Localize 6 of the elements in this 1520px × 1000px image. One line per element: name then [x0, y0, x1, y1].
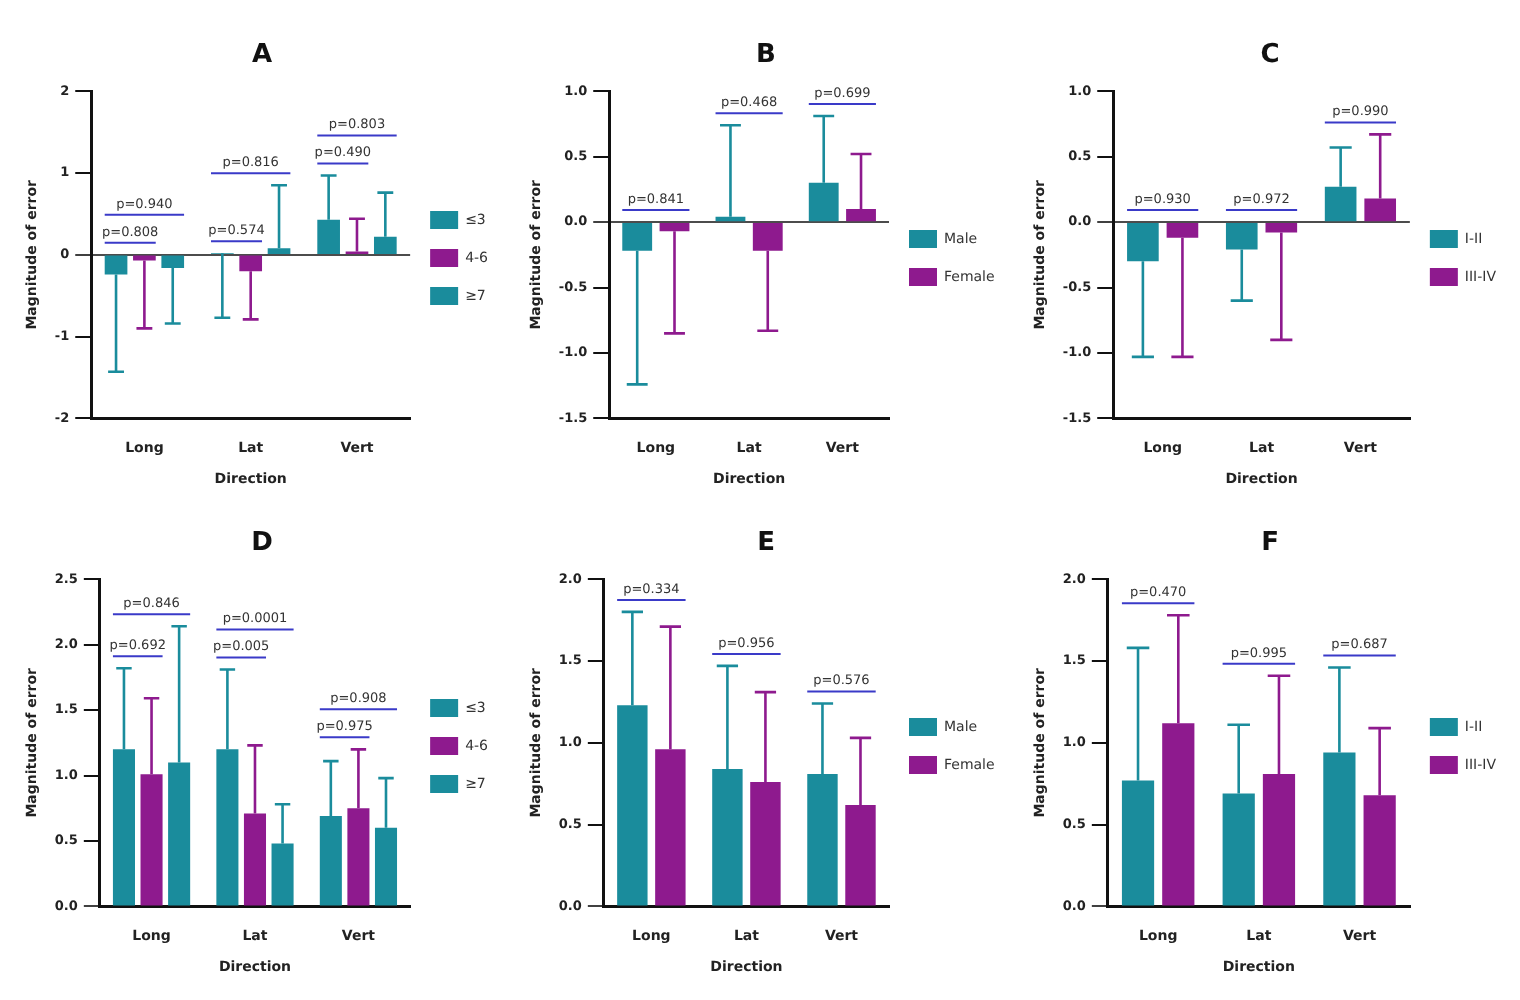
chart-title: D	[251, 528, 274, 559]
chart-title: F	[1261, 528, 1279, 559]
chart-title: A	[251, 40, 273, 71]
chart-title: E	[757, 528, 775, 559]
chart-title: C	[1260, 40, 1280, 71]
chart-title: B	[756, 40, 776, 71]
